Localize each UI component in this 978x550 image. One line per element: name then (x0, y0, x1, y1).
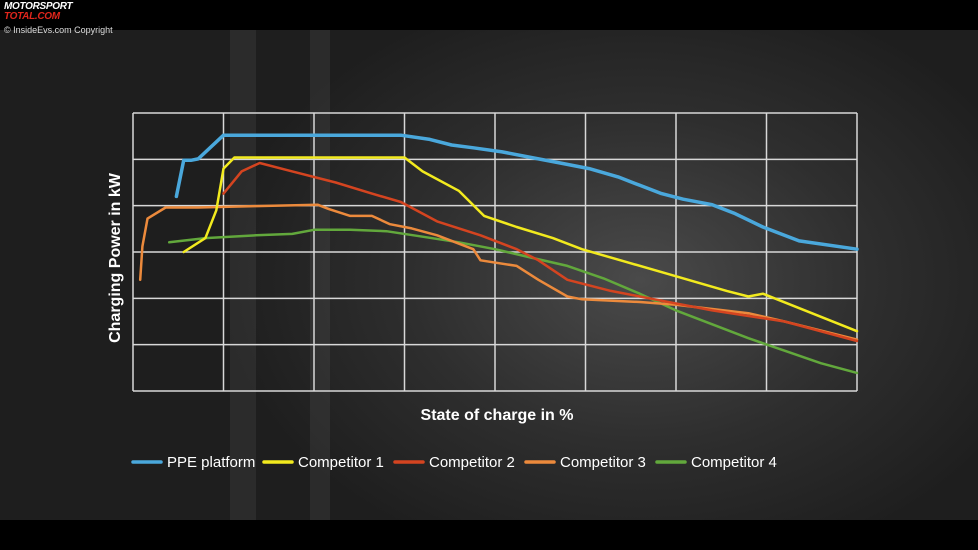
top-letterbox (0, 0, 978, 30)
legend-label: Competitor 1 (298, 454, 384, 471)
copyright-text: © InsideEvs.com Copyright (4, 25, 113, 35)
motorsport-logo: MOTORSPORT TOTAL.COM (4, 1, 73, 22)
bottom-letterbox (0, 520, 978, 550)
chart-legend: PPE platform Competitor 1 Competitor 2 Comp… (131, 454, 777, 471)
legend-label: Competitor 3 (560, 454, 646, 471)
series-line-competitor-2 (222, 161, 859, 343)
x-axis-label: State of charge in % (421, 407, 574, 424)
logo-line2: TOTAL.COM (4, 11, 60, 22)
series-layer (138, 133, 859, 375)
series-line-competitor-4 (167, 228, 859, 375)
background-pillar (310, 30, 330, 520)
background-pillar (230, 30, 256, 520)
legend-label: Competitor 2 (429, 454, 515, 471)
series-line-competitor-1 (182, 156, 859, 333)
series-line-competitor-3 (138, 203, 859, 341)
background-photo (0, 30, 978, 520)
series-line-ppe-platform (174, 133, 859, 251)
legend-label: PPE platform (167, 454, 255, 471)
legend-label: Competitor 4 (691, 454, 777, 471)
y-axis-label: Charging Power in kW (107, 172, 124, 343)
chart-grid (132, 112, 858, 392)
logo-line1: MOTORSPORT (4, 1, 73, 12)
